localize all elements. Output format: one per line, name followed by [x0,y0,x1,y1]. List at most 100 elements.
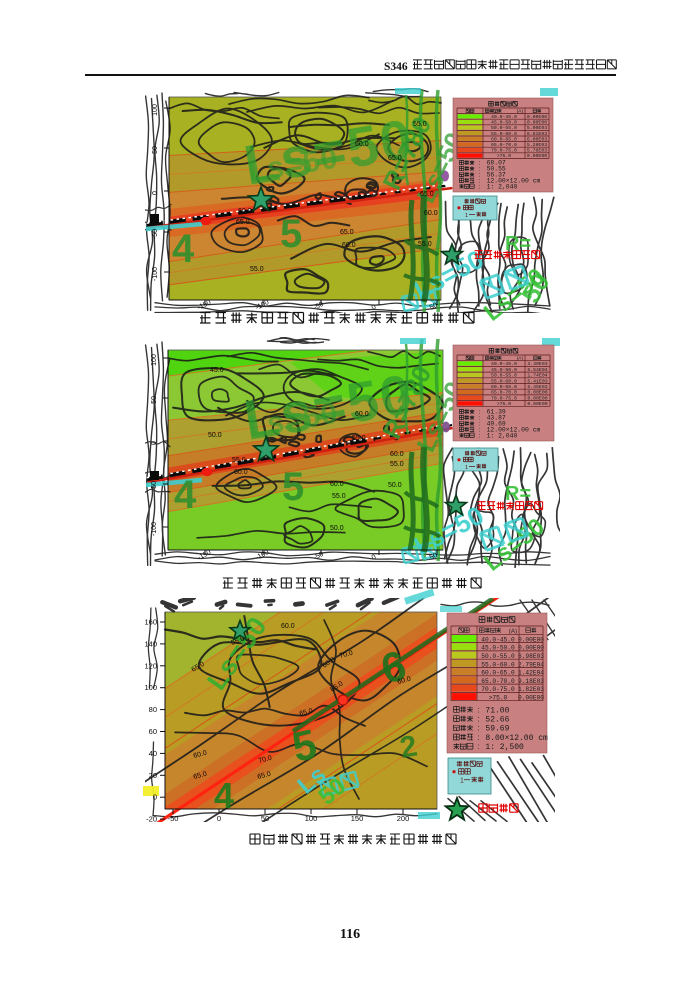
svg-text:12.00×12.00 cm: 12.00×12.00 cm [487,426,541,433]
svg-text::: : [479,432,481,439]
svg-text:S346: S346 [384,61,408,73]
svg-text::: : [479,166,481,173]
svg-text:50: 50 [429,552,439,562]
svg-text::: : [477,733,479,742]
svg-text:50: 50 [151,396,158,404]
svg-text:80: 80 [149,705,157,714]
svg-text:55.0: 55.0 [418,241,432,248]
svg-text:65.0-70.0: 65.0-70.0 [481,678,515,685]
svg-text:0: 0 [151,441,158,445]
svg-text:50: 50 [261,814,269,823]
svg-text:-100: -100 [151,522,158,536]
svg-text:68.07: 68.07 [487,160,506,167]
svg-text:60.0: 60.0 [390,451,404,458]
svg-text:40.0-45.0: 40.0-45.0 [491,361,517,367]
svg-text:5.00E04: 5.00E04 [527,125,547,131]
svg-text:55.0: 55.0 [352,435,366,442]
svg-text:0: 0 [153,793,157,802]
svg-text:(A): (A) [517,356,524,361]
svg-text:0.00E00: 0.00E00 [527,153,547,159]
svg-text:50.0-55.0: 50.0-55.0 [491,373,517,379]
svg-text::: : [477,724,479,733]
svg-text:65.0: 65.0 [193,771,208,781]
svg-text:55.0-60.0: 55.0-60.0 [491,378,517,384]
svg-text::: : [477,742,479,751]
svg-text:0.00E00: 0.00E00 [527,401,547,407]
svg-text:60.0-65.0: 60.0-65.0 [491,136,517,142]
svg-text:R=: R= [505,483,531,505]
svg-text:-50: -50 [168,814,179,823]
svg-text:-50: -50 [313,551,325,562]
svg-text:>75.0: >75.0 [497,401,512,407]
svg-text:160: 160 [144,618,157,627]
svg-text:5: 5 [280,212,302,256]
svg-text:140: 140 [144,639,157,648]
svg-text:50: 50 [429,302,439,312]
svg-text:5: 5 [282,465,304,509]
svg-text:55.0: 55.0 [413,121,427,128]
svg-text:2: 2 [397,729,419,764]
svg-text:1.82E03: 1.82E03 [518,686,544,693]
svg-text:55.0-60.0: 55.0-60.0 [481,661,515,668]
svg-text:61.39: 61.39 [487,409,506,416]
svg-text:0.00E00: 0.00E00 [518,645,544,652]
svg-text:60.0-65.0: 60.0-65.0 [491,384,517,390]
svg-text:50.0: 50.0 [330,525,344,532]
svg-text:43.87: 43.87 [487,415,506,422]
svg-text:116: 116 [340,927,360,942]
svg-text:1: 2,500: 1: 2,500 [485,743,524,752]
svg-text:3.39E03: 3.39E03 [527,361,547,367]
svg-text:0.00E00: 0.00E00 [527,114,547,120]
svg-text:59.69: 59.69 [485,725,509,734]
svg-text:0.00E00: 0.00E00 [527,395,547,401]
svg-text:40.0-45.0: 40.0-45.0 [491,114,517,120]
svg-text:65.0-70.0: 65.0-70.0 [491,390,517,396]
svg-text:60.0: 60.0 [281,623,295,630]
svg-text:60.0: 60.0 [397,676,412,686]
svg-text:9.18E03: 9.18E03 [518,678,544,685]
svg-text:(A): (A) [517,108,524,113]
svg-text:150: 150 [351,814,364,823]
svg-text:8.81E03: 8.81E03 [527,131,547,137]
svg-text::: : [479,172,481,179]
svg-text::: : [479,421,481,428]
svg-text:60.0: 60.0 [234,469,248,476]
svg-text:5.54E04: 5.54E04 [527,367,547,373]
svg-text:55.0: 55.0 [232,457,246,464]
svg-text:0: 0 [371,304,378,312]
svg-text:50.0: 50.0 [388,482,402,489]
svg-text:-20: -20 [146,815,157,824]
svg-text:70.0: 70.0 [339,650,354,660]
svg-text:56.37: 56.37 [487,172,506,179]
svg-text::: : [479,183,481,190]
svg-text:20: 20 [149,771,157,780]
svg-text:45.0-50.0: 45.0-50.0 [481,645,515,652]
svg-text:60.0: 60.0 [424,210,438,217]
svg-text:70.0-75.0: 70.0-75.0 [481,686,515,693]
svg-text:-50: -50 [152,229,159,239]
svg-text:6.98E03: 6.98E03 [518,653,544,660]
svg-text:65.0: 65.0 [340,229,354,236]
svg-text:5.28E03: 5.28E03 [527,142,547,148]
svg-text:5.78E03: 5.78E03 [527,148,547,154]
svg-text:2.79E04: 2.79E04 [518,661,544,668]
svg-text::: : [479,409,481,416]
svg-text:-50: -50 [313,301,325,312]
svg-text:65.0-70.0: 65.0-70.0 [491,142,517,148]
svg-text:45.0-50.0: 45.0-50.0 [491,120,517,126]
svg-text:60.0: 60.0 [355,411,369,418]
svg-text:0: 0 [371,554,378,562]
svg-text:65.0: 65.0 [420,191,434,198]
svg-text:60: 60 [149,727,157,736]
svg-text:1: 1 [465,465,468,471]
svg-text:-100: -100 [152,267,159,281]
svg-text::: : [477,715,479,724]
svg-text:60.0: 60.0 [342,242,356,249]
svg-text:0: 0 [217,814,221,823]
svg-text:40.0-45.0: 40.0-45.0 [481,636,515,643]
svg-text:6.00E03: 6.00E03 [527,136,547,142]
svg-text:55.0: 55.0 [230,636,245,647]
svg-text:12.00×12.00 cm: 12.00×12.00 cm [487,177,541,184]
svg-text:100: 100 [152,104,159,116]
svg-text:49.69: 49.69 [487,421,506,428]
